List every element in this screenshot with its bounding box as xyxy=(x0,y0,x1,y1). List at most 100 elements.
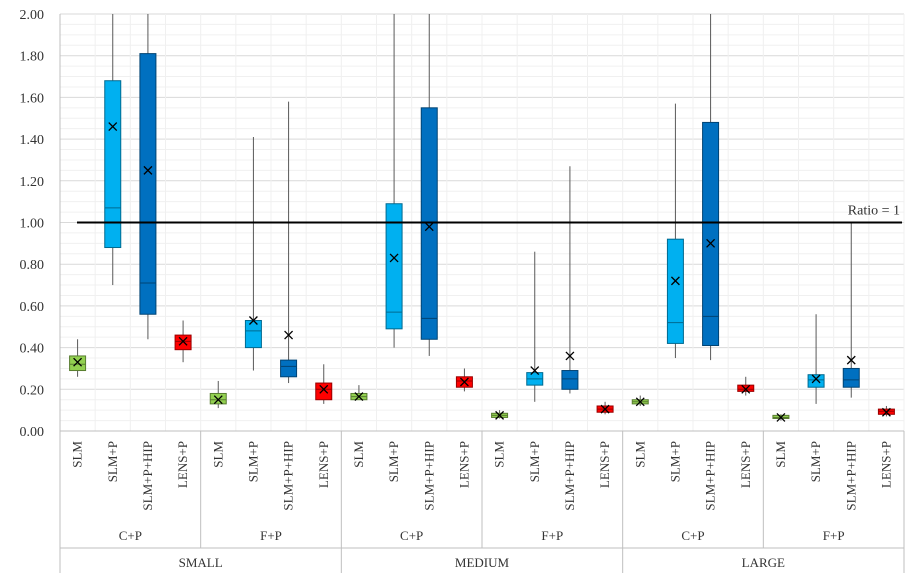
y-tick-label: 0.00 xyxy=(20,425,45,440)
x-category-label: SLM xyxy=(773,441,788,468)
x-category-label: SLM xyxy=(210,441,225,468)
method-label: C+P xyxy=(119,528,142,543)
box-rect xyxy=(420,107,438,340)
mean-marker xyxy=(776,412,786,422)
method-label: F+P xyxy=(541,528,563,543)
x-category-label: SLM+P xyxy=(245,441,260,482)
y-tick-label: 0.80 xyxy=(20,258,45,273)
y-tick-label: 2.00 xyxy=(20,8,45,23)
mean-marker xyxy=(284,330,294,340)
box-large-fpp-lens-p xyxy=(877,405,895,417)
x-category-label: SLM xyxy=(632,441,647,468)
size-label: MEDIUM xyxy=(455,555,510,570)
mean-marker xyxy=(846,355,856,365)
mean-marker xyxy=(811,374,821,384)
box-medium-fpp-lens-p xyxy=(596,401,614,415)
x-category-label: SLM+P+HIP xyxy=(703,441,718,511)
y-tick-label: 1.20 xyxy=(20,175,45,190)
box-rect xyxy=(139,53,157,315)
x-category-label: SLM+P xyxy=(386,441,401,482)
box-small-cpp-slm-p xyxy=(104,14,122,286)
box-rect xyxy=(666,238,684,344)
method-label: F+P xyxy=(260,528,282,543)
box-small-cpp-slm-p-hip xyxy=(139,14,157,340)
box-rect xyxy=(280,359,298,378)
mean-marker xyxy=(143,165,153,175)
x-category-label: SLM+P+HIP xyxy=(140,441,155,511)
mean-marker xyxy=(424,222,434,232)
box-rect xyxy=(209,392,227,405)
box-rect xyxy=(842,367,860,388)
box-large-fpp-slm-p xyxy=(807,314,825,404)
mean-marker xyxy=(178,336,188,346)
box-large-cpp-slm-p xyxy=(666,103,684,359)
y-tick-label: 1.00 xyxy=(20,217,45,232)
y-tick-label: 1.60 xyxy=(20,91,45,106)
x-category-label: SLM+P xyxy=(527,441,542,482)
box-small-fpp-lens-p xyxy=(315,364,333,404)
box-medium-fpp-slm-p xyxy=(526,251,544,402)
y-tick-label: 1.40 xyxy=(20,133,45,148)
x-axis: SLM SLM+P SLM+P+HIP LENS+P SLM SLM+P SLM+P+HIP… xyxy=(59,430,905,573)
reference-line-group: Ratio = 1 xyxy=(77,204,902,224)
box-rect xyxy=(702,121,720,347)
box-large-cpp-slm xyxy=(631,395,649,407)
mean-marker xyxy=(459,377,469,387)
mean-marker xyxy=(741,384,751,394)
box-small-cpp-lens-p xyxy=(174,320,192,363)
mean-marker xyxy=(213,395,223,405)
box-medium-cpp-slm-p xyxy=(385,14,403,348)
ratio-reference-label: Ratio = 1 xyxy=(848,204,900,219)
x-category-label: LENS+P xyxy=(456,441,471,488)
y-tick-label: 0.60 xyxy=(20,300,45,315)
x-category-label: SLM+P+HIP xyxy=(281,441,296,511)
mean-marker xyxy=(635,397,645,407)
mean-marker xyxy=(319,384,329,394)
box-small-fpp-slm-p xyxy=(244,137,262,371)
mean-marker xyxy=(389,253,399,263)
box-medium-cpp-lens-p xyxy=(455,368,473,392)
box-medium-cpp-slm-p-hip xyxy=(420,14,438,356)
x-category-label: SLM+P+HIP xyxy=(421,441,436,511)
mean-marker xyxy=(881,407,891,417)
box-rect xyxy=(561,370,579,390)
x-category-label: LENS+P xyxy=(175,441,190,488)
box-rect xyxy=(104,80,122,249)
box-large-fpp-slm xyxy=(772,412,790,422)
mean-marker xyxy=(108,122,118,132)
method-label: C+P xyxy=(400,528,423,543)
box-medium-cpp-slm xyxy=(350,385,368,402)
box-small-fpp-slm-p-hip xyxy=(280,101,298,384)
y-axis: 0.00 0.20 0.40 0.60 0.80 1.00 1.20 1.40 1.60 1.80… xyxy=(20,8,61,440)
mean-marker xyxy=(706,238,716,248)
mean-marker xyxy=(248,316,258,325)
box-rect xyxy=(807,374,825,388)
box-rect xyxy=(244,319,262,349)
box-rect xyxy=(315,382,333,401)
x-category-label: SLM xyxy=(70,441,85,468)
box-large-fpp-slm-p-hip xyxy=(842,222,860,398)
x-category-label: LENS+P xyxy=(316,441,331,488)
box-rect xyxy=(69,355,87,372)
y-tick-label: 0.40 xyxy=(20,342,45,357)
box-large-cpp-slm-p-hip xyxy=(702,14,720,361)
mean-marker xyxy=(73,357,83,367)
x-category-label: SLM+P xyxy=(105,441,120,482)
box-small-fpp-slm xyxy=(209,380,227,409)
box-rect xyxy=(385,203,403,330)
x-category-label: LENS+P xyxy=(738,441,753,488)
x-category-label: SLM+P xyxy=(667,441,682,482)
size-label: SMALL xyxy=(179,555,223,570)
box-medium-fpp-slm-p-hip xyxy=(561,166,579,394)
mean-marker xyxy=(670,276,680,286)
box-small-cpp-slm xyxy=(69,339,87,377)
box-rect xyxy=(174,334,192,351)
x-category-label: SLM xyxy=(492,441,507,468)
box-medium-fpp-slm xyxy=(491,410,509,420)
mean-marker xyxy=(565,351,575,361)
plot-area xyxy=(69,14,895,422)
mean-marker xyxy=(354,392,364,402)
mean-marker xyxy=(530,366,540,375)
size-label: LARGE xyxy=(742,555,785,570)
